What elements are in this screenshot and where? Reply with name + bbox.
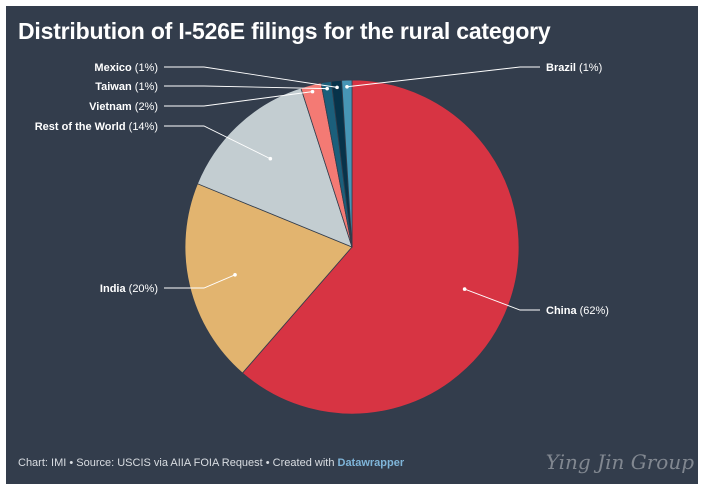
- slice-label-mexico: Mexico (1%): [94, 62, 158, 74]
- datawrapper-link[interactable]: Datawrapper: [338, 457, 405, 469]
- slice-label-india: India (20%): [100, 283, 158, 295]
- slice-label-brazil: Brazil (1%): [546, 62, 602, 74]
- chart-footer: Chart: IMI • Source: USCIS via AIIA FOIA…: [18, 457, 404, 469]
- leader-dot-india: [233, 273, 237, 277]
- leader-dot-vietnam: [311, 90, 315, 94]
- leader-line-brazil: [347, 67, 540, 87]
- leader-dot-brazil: [345, 85, 349, 89]
- leader-dot-mexico: [335, 86, 339, 90]
- leader-dot-taiwan: [325, 87, 329, 91]
- slice-label-china: China (62%): [546, 305, 609, 317]
- footer-text: Chart: IMI • Source: USCIS via AIIA FOIA…: [18, 457, 338, 469]
- pie-chart: China (62%) India (20%) Rest of the World …: [6, 6, 698, 484]
- slice-label-vietnam: Vietnam (2%): [89, 101, 158, 113]
- leader-dot-rest-of-the-world: [269, 157, 273, 161]
- watermark-logo: Ying Jin Group: [546, 450, 694, 474]
- slice-label-taiwan: Taiwan (1%): [95, 81, 158, 93]
- leader-line-mexico: [164, 67, 337, 87]
- chart-card: Distribution of I-526E filings for the r…: [6, 6, 698, 484]
- slice-label-rest-of-the-world: Rest of the World (14%): [35, 121, 158, 133]
- leader-dot-china: [463, 287, 467, 291]
